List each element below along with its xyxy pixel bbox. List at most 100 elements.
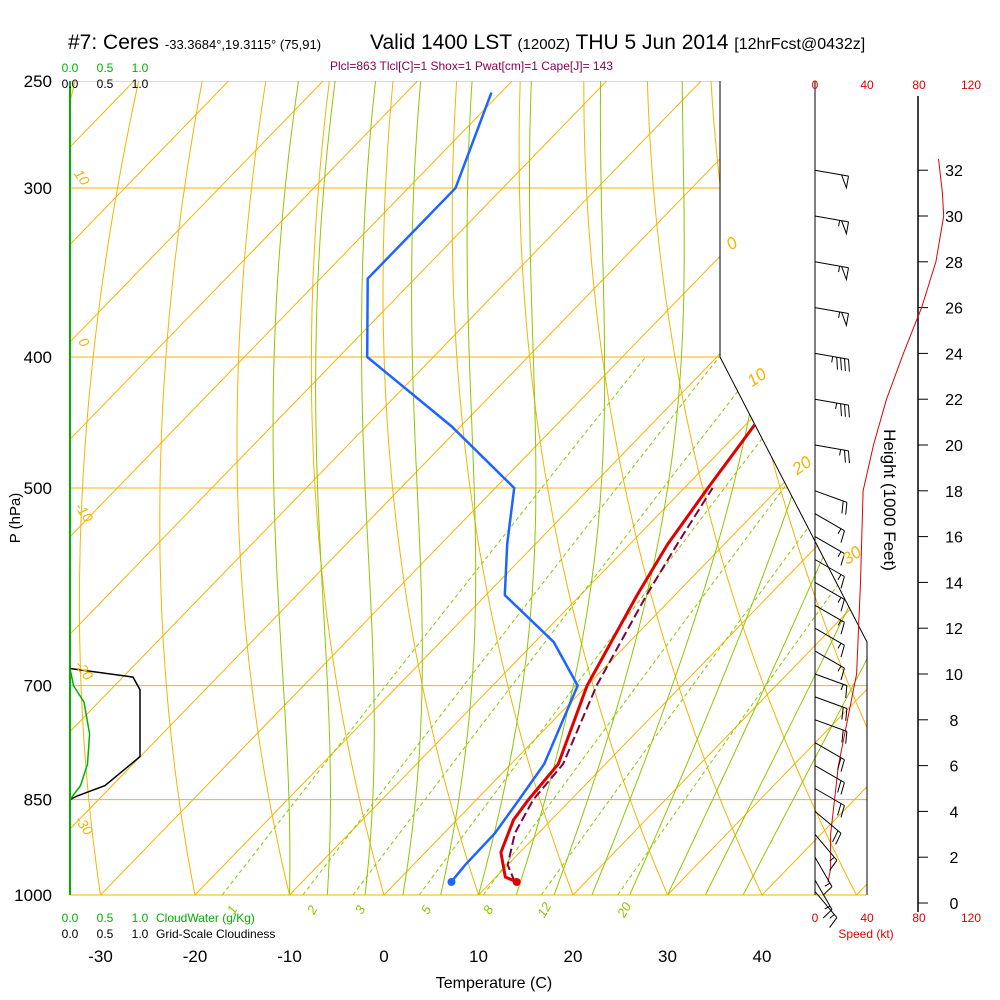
- dry-adiabat: [382, 81, 489, 895]
- temperature-axis-label: Temperature (C): [436, 975, 552, 992]
- pressure-tick-label: 1000: [14, 886, 52, 905]
- cloud-water-tick-bottom: 0.5: [97, 911, 114, 925]
- moist-adiabat: [315, 81, 336, 895]
- dry-adiabat-label: -20: [72, 657, 97, 683]
- wind-barb: [814, 650, 845, 681]
- wind-barb: [814, 559, 845, 589]
- height-tick-label: 0: [950, 896, 959, 913]
- parcel-trace: [506, 487, 714, 883]
- cloud-panel: 0.0 0.0 0.0 0.0 0.5 0.5 0.5 0.5 1.0 1.0 1.0 1.0 Clou…: [62, 61, 276, 941]
- temperature-tick-label: 40: [753, 947, 772, 966]
- isotherm-line: [70, 81, 513, 895]
- cloud-water-tick-bottom: 0.0: [62, 911, 79, 925]
- cloud-water-tick-bottom: 1.0: [132, 911, 149, 925]
- cloudiness-tick-bottom: 1.0: [132, 927, 149, 941]
- surface-temperature-dot: [512, 877, 521, 886]
- mixing-ratio-label: 3: [352, 902, 369, 916]
- height-tick-label: 10: [945, 667, 963, 684]
- speed-tick-bottom: 80: [912, 911, 926, 925]
- wind-speed-profile: [827, 158, 945, 883]
- mixing-ratio-label: 20: [613, 899, 634, 921]
- isotherm-line: [383, 81, 867, 895]
- height-tick-label: 16: [945, 530, 963, 547]
- thermo-grid: [70, 81, 867, 895]
- wind-barb: [814, 581, 845, 612]
- mixing-ratio-line: [302, 356, 720, 895]
- wind-barb: [814, 444, 850, 464]
- wind-barb: [814, 490, 848, 515]
- dry-adiabat: [78, 81, 145, 895]
- height-tick-label: 32: [945, 163, 963, 180]
- height-tick-label: 4: [950, 804, 959, 821]
- cloud-water-tick-top: 1.0: [132, 61, 149, 75]
- temperature-tick-label: -10: [277, 947, 302, 966]
- wind-barb: [814, 604, 845, 635]
- temperature-profile: [499, 91, 867, 884]
- cloudiness-tick-bottom: 0.0: [62, 927, 79, 941]
- cloud-water-tick-top: 0.0: [62, 61, 79, 75]
- temperature-tick-label: -30: [88, 947, 113, 966]
- speed-tick-bottom: 120: [961, 911, 981, 925]
- height-tick-label: 26: [945, 301, 963, 318]
- pressure-tick-label: 400: [24, 348, 52, 367]
- speed-tick-top: 0: [812, 78, 819, 92]
- cloud-water-profile: [69, 668, 91, 801]
- moist-adiabat: [667, 81, 867, 895]
- station-title: #7: Ceres: [68, 31, 160, 54]
- dry-adiabat: [583, 81, 777, 895]
- isotherm-line: [478, 81, 867, 895]
- speed-axis-label: Speed (kt): [838, 927, 893, 941]
- cloud-water-tick-top: 0.5: [97, 61, 114, 75]
- wind-barb: [814, 833, 838, 871]
- height-tick-label: 12: [945, 621, 963, 638]
- isotherm-line: [667, 81, 867, 895]
- temperature-tick-label: 10: [469, 947, 488, 966]
- cloudiness-tick-top: 1.0: [132, 77, 149, 91]
- speed-tick-bottom: 40: [860, 911, 874, 925]
- wind-barb: [814, 788, 845, 818]
- station-coords: -33.3684°,19.3115° (75,91): [164, 37, 322, 52]
- dry-adiabat-label: 10: [744, 364, 771, 391]
- isotherm-line: [856, 81, 867, 895]
- isotherm-line: [289, 81, 867, 895]
- wind-barb: [814, 215, 849, 236]
- wind-barb: [814, 891, 838, 928]
- height-tick-label: 30: [945, 209, 963, 226]
- dry-adiabat-label: 20: [788, 452, 816, 479]
- wind-barb: [814, 765, 845, 795]
- plot-boundary: [719, 81, 868, 895]
- cloudiness-tick-bottom: 0.5: [97, 927, 114, 941]
- sounding-profiles: [365, 91, 867, 886]
- valid-time: Valid 1400 LST: [370, 31, 512, 54]
- wind-barb: [814, 536, 845, 566]
- dry-adiabat: [159, 81, 208, 895]
- wind-barb: [814, 696, 848, 721]
- wind-barb: [814, 169, 849, 190]
- speed-tick-top: 120: [961, 78, 981, 92]
- mixing-ratio-label: 12: [534, 899, 555, 920]
- height-tick-label: 24: [945, 346, 963, 363]
- dry-adiabat: [518, 81, 681, 895]
- wind-barb: [814, 673, 848, 698]
- wind-barb: [814, 856, 833, 896]
- dry-adiabat: [236, 81, 298, 895]
- pressure-tick-label: 850: [24, 791, 52, 810]
- cloud-water-label: CloudWater (g/Kg): [156, 911, 255, 925]
- cloudiness-tick-top: 0.0: [62, 77, 79, 91]
- wind-barb: [814, 627, 845, 658]
- isotherm-line: [70, 81, 607, 895]
- height-tick-label: 8: [950, 713, 959, 730]
- temperature-tick-label: -20: [183, 947, 208, 966]
- height-axis-label: Height (1000 Feet): [880, 429, 899, 571]
- forecast-run: [12hrFcst@0432z]: [734, 36, 866, 53]
- mixing-ratio-line: [418, 356, 825, 895]
- moist-adiabat: [402, 81, 423, 895]
- wind-barb: [814, 811, 842, 845]
- cloudiness-tick-top: 0.5: [97, 77, 114, 91]
- pressure-axis-label: P (hPa): [7, 493, 24, 544]
- wind-barb: [814, 742, 845, 772]
- dry-adiabat-label: 0: [75, 334, 93, 350]
- temperature-tick-label: 0: [379, 947, 388, 966]
- isotherm-line: [70, 81, 702, 895]
